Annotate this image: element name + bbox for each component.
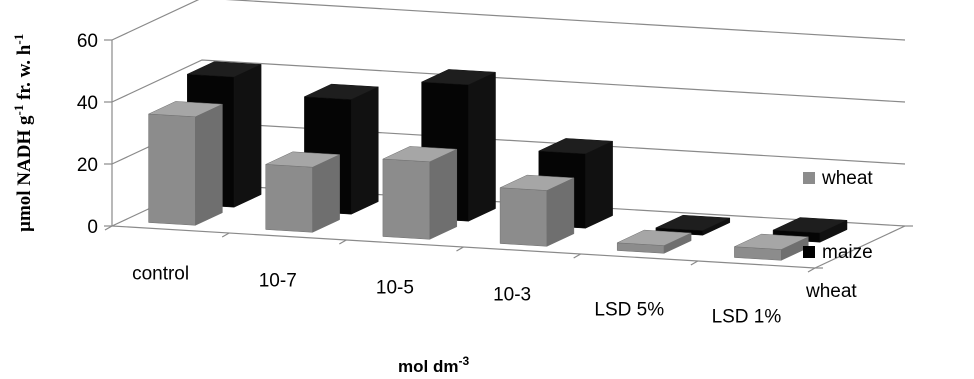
legend-label-maize: maize: [822, 242, 873, 263]
x-tick-6: [807, 267, 816, 273]
x-tick-2: [339, 239, 347, 245]
tick-labels: 0 20 40 60 control 10-7 10-5 10-3 LSD 5% LSD 1%: [77, 31, 782, 328]
bars: [148, 61, 848, 261]
y-tick-label-40: 40: [77, 93, 98, 114]
y-tick-label-60: 60: [77, 31, 98, 52]
x-tick-label-5: LSD 1%: [712, 307, 782, 328]
bar-wheat-4: [616, 229, 692, 254]
depth-axis-label: wheat: [805, 281, 857, 302]
legend-swatch-wheat: [803, 172, 815, 184]
x-tick-label-4: LSD 5%: [594, 300, 664, 321]
bar-wheat-2: [382, 146, 458, 240]
legend: wheat maize: [803, 168, 873, 263]
legend-swatch-maize: [803, 246, 815, 258]
bar-wheat-1: [265, 151, 340, 233]
chart-walls: [814, 225, 906, 269]
y-tick-label-0: 0: [87, 217, 98, 238]
y-axis-title: µmol NADH g-1 fr. w. h-1: [11, 34, 35, 232]
x-tick-4: [573, 253, 581, 259]
bar-wheat-0: [148, 101, 223, 226]
bar-wheat-5: [734, 233, 809, 261]
x-tick-label-2: 10-5: [376, 278, 414, 299]
x-axis-title: mol dm-3: [398, 354, 469, 376]
x-tick-label-1: 10-7: [259, 271, 297, 292]
bar-wheat-3: [499, 174, 575, 247]
x-tick-label-3: 10-3: [493, 285, 531, 306]
x-tick-label-0: control: [132, 264, 189, 285]
x-tick-3: [456, 246, 464, 252]
x-tick-5: [690, 260, 699, 266]
legend-label-wheat: wheat: [821, 168, 873, 189]
x-tick-0: [104, 225, 113, 231]
gridline-60: [111, 0, 906, 41]
x-tick-1: [221, 232, 230, 238]
axes: [104, 39, 913, 273]
y-tick-label-20: 20: [77, 155, 98, 176]
gridline-40: [111, 59, 906, 103]
floor-right-edge: [814, 225, 906, 269]
